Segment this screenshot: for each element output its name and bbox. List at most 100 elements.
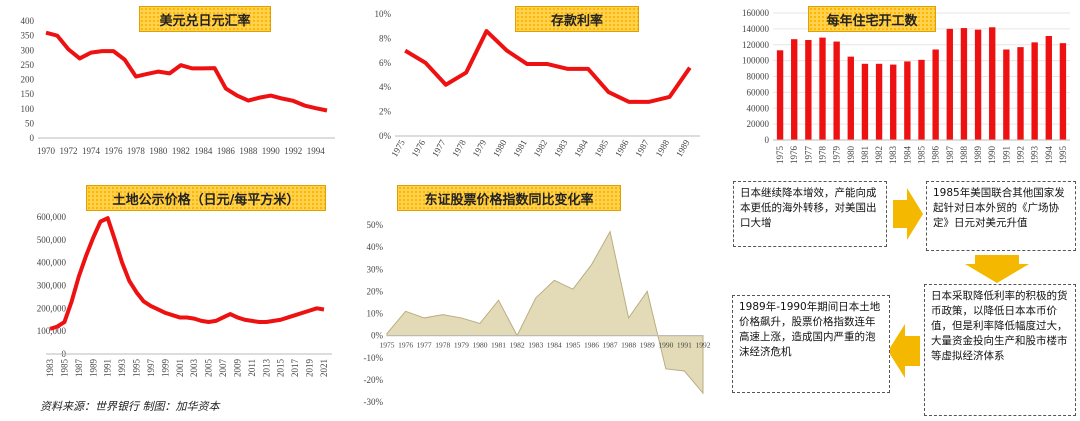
y-tick-label: 0% <box>371 331 384 341</box>
x-tick-label: 2015 <box>276 359 286 378</box>
bar-1975 <box>776 50 784 140</box>
x-tick-label: 1982 <box>172 146 190 156</box>
bar-1987 <box>946 28 953 140</box>
x-tick-label: 1977 <box>430 138 448 159</box>
y-tick-label: 10% <box>375 9 392 19</box>
x-tick-label: 1976 <box>398 341 413 350</box>
chart-topix-yoy-svg: -30% -20% -10% 0% 10% 20% 30% 40% 50% 1975 1976 197… <box>364 220 711 407</box>
x-tick-label: 1981 <box>860 146 870 164</box>
x-tick-label: 1972 <box>59 146 77 156</box>
x-tick-label: 1982 <box>874 146 884 164</box>
x-tick-label: 2011 <box>247 359 257 377</box>
y-tick-label: 10% <box>367 309 384 319</box>
x-tick-label: 1985 <box>565 341 580 350</box>
x-tick-label: 1992 <box>1016 146 1026 164</box>
y-tick-label: 200 <box>21 75 35 85</box>
x-tick-label: 1983 <box>45 359 55 378</box>
chart-housing-starts: 0 20000 40000 60000 80000 100000 120000 140000 1… <box>730 0 1075 175</box>
flow-box-monetary-easing: 日本采取降低利率的积极的货币政策，以降低日本本币价值，但是利率降低幅度过大，大量… <box>924 284 1076 416</box>
x-tick-label: 1988 <box>621 341 636 350</box>
x-tick-label: 1991 <box>677 341 692 350</box>
series-line-usd-jpy <box>45 30 328 113</box>
x-tick-label: 1979 <box>454 341 469 350</box>
y-tick-label: 100000 <box>742 56 770 66</box>
chart-topix-yoy: -30% -20% -10% 0% 10% 20% 30% 40% 50% 1975 1976 197… <box>345 180 715 415</box>
x-tick-label: 1984 <box>194 146 213 156</box>
bar-1983 <box>890 64 897 140</box>
x-tick-label: 1980 <box>472 341 487 350</box>
bar-1978 <box>819 37 826 141</box>
x-tick-label: 2017 <box>290 359 300 378</box>
bar-1981 <box>861 63 869 140</box>
series-line-deposit-rate <box>404 29 692 104</box>
y-tick-label: -20% <box>364 375 384 385</box>
x-tick-label: 1983 <box>552 138 570 159</box>
x-tick-label: 1975 <box>775 146 785 165</box>
x-tick-label: 1981 <box>511 138 529 159</box>
chart-land-price-title: 土地公示价格（日元/每平方米） <box>86 185 326 211</box>
bar-1989 <box>974 29 982 141</box>
bar-1995 <box>1059 43 1067 140</box>
x-tick-label: 1980 <box>846 146 856 165</box>
x-tick-label: 1980 <box>491 138 509 159</box>
y-tick-label: 400 <box>21 16 35 26</box>
series-area-topix <box>386 230 704 395</box>
x-tick-label: 2019 <box>305 359 315 378</box>
y-tick-label: 200,000 <box>37 303 67 313</box>
x-tick-label: 1986 <box>613 138 631 159</box>
x-tick-label: 1978 <box>127 146 146 156</box>
bar-1992 <box>1017 47 1024 140</box>
x-tick-label: 1993 <box>117 359 127 378</box>
y-tick-label: 30% <box>367 264 384 274</box>
x-tick-label: 1981 <box>491 341 506 350</box>
bar-1986 <box>932 49 939 141</box>
x-tick-label: 1976 <box>104 146 123 156</box>
x-tick-label: 1995 <box>1058 146 1068 165</box>
x-tick-label: 1991 <box>103 359 113 377</box>
x-tick-label: 1994 <box>307 146 326 156</box>
y-tick-label: 20000 <box>747 119 770 129</box>
chart-land-price-svg: 0100,000200,000300,000400,000500,000600,… <box>37 212 332 378</box>
y-tick-label: 300 <box>21 45 35 55</box>
source-note: 资料来源：世界银行 制图：加华资本 <box>40 400 220 413</box>
y-tick-label: 20% <box>367 286 384 296</box>
x-tick-label: 1990 <box>262 146 281 156</box>
bar-1980 <box>847 56 854 140</box>
x-tick-label: 1999 <box>160 359 170 378</box>
bar-1984 <box>904 61 911 141</box>
y-tick-label: 0 <box>765 135 770 145</box>
y-tick-label: 140000 <box>742 24 770 34</box>
x-tick-label: 1989 <box>973 145 983 164</box>
x-tick-label: 1975 <box>380 341 395 350</box>
y-tick-label: 2% <box>379 107 392 117</box>
x-tick-label: 2001 <box>175 359 185 377</box>
x-tick-label: 2013 <box>261 359 271 378</box>
x-tick-label: 1983 <box>888 146 898 165</box>
bar-1993 <box>1031 42 1038 140</box>
x-tick-label: 1988 <box>239 146 258 156</box>
x-tick-label: 1995 <box>132 359 142 378</box>
x-tick-label: 1988 <box>959 146 969 165</box>
y-tick-label: 600,000 <box>37 212 67 222</box>
x-tick-label: 1985 <box>593 138 611 159</box>
x-tick-label: 1978 <box>435 341 450 350</box>
x-tick-label: 1994 <box>1044 146 1054 165</box>
x-tick-label: 2009 <box>232 359 242 378</box>
x-tick-label: 1987 <box>603 341 618 350</box>
y-tick-label: 250 <box>21 60 35 70</box>
x-tick-label: 1987 <box>74 359 84 378</box>
x-tick-label: 1977 <box>417 341 432 350</box>
bar-1988 <box>960 28 968 140</box>
x-tick-label: 1989 <box>674 138 692 159</box>
y-tick-label: 8% <box>379 33 392 43</box>
y-tick-label: 120000 <box>742 40 770 50</box>
chart-topix-yoy-title: 东证股票价格指数同比变化率 <box>397 185 621 211</box>
y-tick-label: 4% <box>379 82 392 92</box>
chart-usd-jpy-title: 美元兑日元汇率 <box>139 6 271 32</box>
series-line-land-price <box>49 216 325 331</box>
y-tick-label: 160000 <box>742 8 770 18</box>
x-tick-label: 1990 <box>987 146 997 165</box>
chart-usd-jpy: 0 50 100 150 200 250 300 350 400 1970 1972 1974 1976… <box>0 0 340 170</box>
x-tick-label: 1980 <box>149 146 168 156</box>
x-tick-label: 1989 <box>88 359 98 378</box>
